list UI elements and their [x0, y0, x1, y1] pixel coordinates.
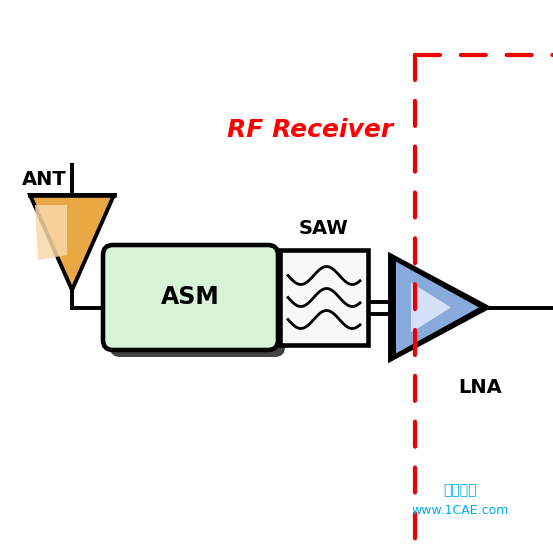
Text: www.1CAE.com: www.1CAE.com [411, 503, 509, 517]
FancyBboxPatch shape [103, 245, 278, 350]
Polygon shape [411, 283, 451, 333]
Text: ANT: ANT [22, 170, 67, 189]
Text: LNA: LNA [458, 378, 502, 397]
Polygon shape [396, 262, 479, 354]
Text: ASM: ASM [161, 285, 220, 310]
Polygon shape [390, 255, 488, 360]
FancyBboxPatch shape [110, 252, 285, 357]
Bar [280, 250, 368, 345]
Text: 仿真在线: 仿真在线 [444, 483, 477, 497]
Text: SAW: SAW [299, 219, 349, 238]
Polygon shape [35, 205, 67, 260]
Polygon shape [30, 195, 114, 290]
Text: RF Receiver: RF Receiver [227, 118, 393, 142]
